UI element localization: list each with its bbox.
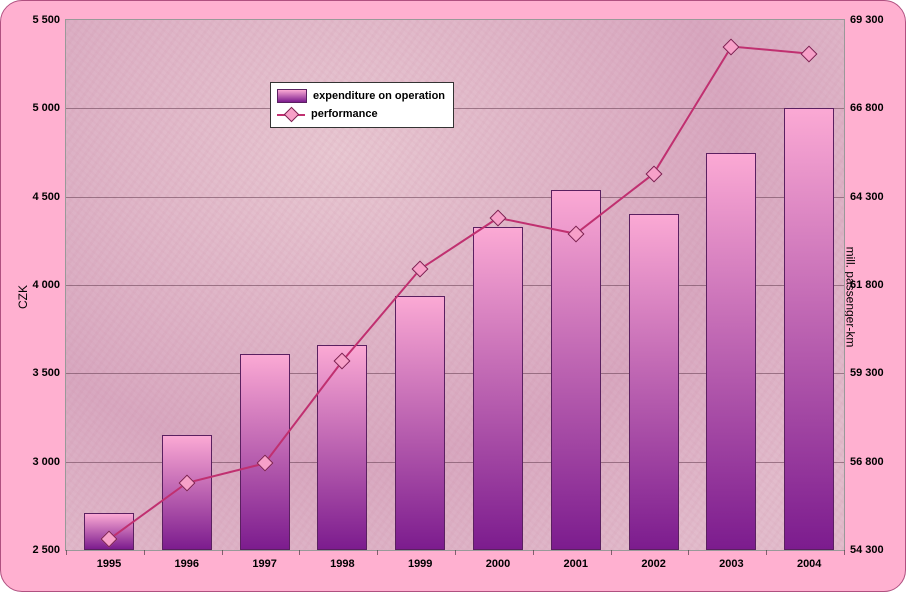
legend-line-label: performance xyxy=(311,108,378,120)
diamond-icon xyxy=(490,209,507,226)
bar xyxy=(317,345,367,550)
y-left-tick: 4 000 xyxy=(32,279,60,291)
legend-bar-label: expenditure on operation xyxy=(313,90,445,102)
bar xyxy=(162,435,212,550)
y-left-tick: 4 500 xyxy=(32,191,60,203)
legend: expenditure on operation performance xyxy=(270,82,454,128)
legend-item-line: performance xyxy=(277,105,445,123)
x-tick-label: 2002 xyxy=(641,558,665,570)
bar xyxy=(629,214,679,550)
y-left-tick: 2 500 xyxy=(32,544,60,556)
legend-bar-swatch xyxy=(277,89,307,103)
x-tick-label: 1998 xyxy=(330,558,354,570)
y-left-tick: 3 000 xyxy=(32,456,60,468)
y-right-tick: 69 300 xyxy=(850,14,884,26)
legend-item-bars: expenditure on operation xyxy=(277,87,445,105)
y-left-tick: 5 500 xyxy=(32,14,60,26)
x-tick-label: 1996 xyxy=(175,558,199,570)
y-right-tick: 66 800 xyxy=(850,102,884,114)
diamond-icon xyxy=(283,106,299,122)
y-right-tick: 54 300 xyxy=(850,544,884,556)
diamond-icon xyxy=(645,165,662,182)
left-axis-title: CZK xyxy=(16,285,30,309)
diamond-icon xyxy=(723,38,740,55)
bar xyxy=(784,108,834,550)
x-tick-label: 2001 xyxy=(564,558,588,570)
x-tick-label: 2003 xyxy=(719,558,743,570)
bar xyxy=(395,296,445,550)
x-tick-label: 1999 xyxy=(408,558,432,570)
x-tick-label: 2000 xyxy=(486,558,510,570)
y-right-tick: 56 800 xyxy=(850,456,884,468)
x-tick-label: 1995 xyxy=(97,558,121,570)
legend-line-swatch xyxy=(277,108,305,120)
y-left-tick: 5 000 xyxy=(32,102,60,114)
y-left-tick: 3 500 xyxy=(32,367,60,379)
chart-frame: CZK mill. passenger-km 2 5003 0003 5004 … xyxy=(0,0,906,592)
x-tick-label: 1997 xyxy=(252,558,276,570)
y-right-tick: 64 300 xyxy=(850,191,884,203)
bar xyxy=(551,190,601,550)
bar xyxy=(473,227,523,550)
diamond-icon xyxy=(801,45,818,62)
y-right-tick: 59 300 xyxy=(850,367,884,379)
right-axis-title: mill. passenger-km xyxy=(844,247,858,348)
diamond-icon xyxy=(412,261,429,278)
x-tick-label: 2004 xyxy=(797,558,821,570)
bar xyxy=(706,153,756,551)
plot-area: 2 5003 0003 5004 0004 5005 0005 500 54 3… xyxy=(65,19,845,551)
bar xyxy=(240,354,290,550)
y-right-tick: 61 800 xyxy=(850,279,884,291)
